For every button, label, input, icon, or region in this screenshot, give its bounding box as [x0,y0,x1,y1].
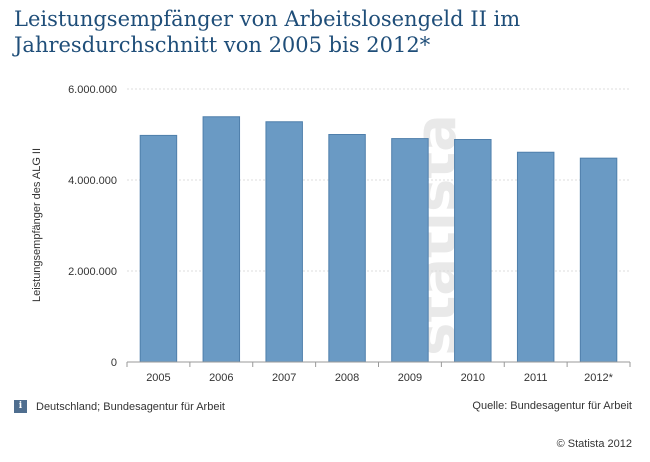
y-tick-label: 4.000.000 [68,175,117,187]
y-tick-label: 2.000.000 [68,266,117,278]
bar [328,134,366,363]
bar [391,138,429,363]
copyright-text: © Statista 2012 [556,438,632,450]
chart-area: statista 0 2.000.000 4.000.000 6.000.000 Leis… [31,84,631,384]
bar [516,151,555,363]
bar [202,116,241,363]
x-tick-label: 2005 [146,372,170,384]
bar [265,121,303,363]
bar [139,134,178,363]
chart-title: Leistungsempfänger von Arbeitslosengeld … [14,7,521,57]
footer-info: i Deutschland; Bundesagentur für Arbeit [14,400,225,413]
region-source-text: Deutschland; Bundesagentur für Arbeit [36,400,225,413]
bar [579,157,618,363]
bar [454,139,492,363]
info-icon[interactable]: i [14,400,27,413]
x-tick-label: 2006 [209,372,233,384]
source-text: Quelle: Bundesagentur für Arbeit [472,400,632,412]
x-tick-label: 2011 [524,372,548,384]
bar-chart: statista02.000.0004.000.0006.000.000Leis… [31,84,631,384]
x-tick-label: 2009 [398,372,422,384]
x-tick-label: 2008 [335,372,359,384]
y-tick-label: 0 [111,357,117,369]
x-tick-label: 2010 [461,372,485,384]
x-tick-label: 2012* [584,372,613,384]
y-tick-label: 6.000.000 [68,84,117,96]
x-tick-label: 2007 [272,372,296,384]
y-axis-label: Leistungsempfänger des ALG II [31,148,43,302]
